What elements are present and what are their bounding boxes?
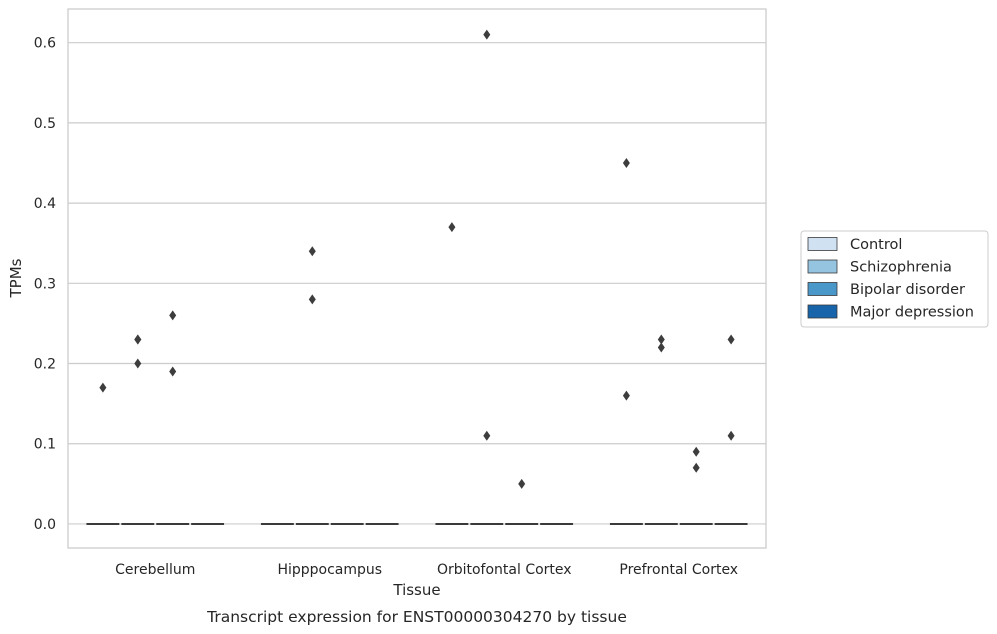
y-tick-label: 0.5: [34, 116, 56, 132]
legend-swatch: [807, 259, 838, 274]
legend-swatch: [807, 237, 838, 251]
legend-frame: [800, 230, 989, 328]
outlier-point: [483, 29, 491, 40]
outlier-point: [483, 430, 491, 441]
outlier-point: [99, 382, 107, 393]
legend-label: Bipolar disorder: [850, 282, 965, 298]
y-axis-label: TPMs: [7, 258, 25, 298]
chart-caption: Transcript expression for ENST0000030427…: [206, 608, 627, 626]
outlier-point: [134, 358, 142, 369]
legend-swatch: [807, 304, 838, 319]
x-tick-label: Orbitofontal Cortex: [437, 562, 572, 578]
outlier-point: [448, 222, 456, 233]
outlier-point: [518, 478, 526, 489]
legend: Control Schizophrenia Bipolar disorder Majo…: [800, 230, 989, 328]
legend-label: Schizophrenia: [850, 260, 952, 276]
legend-swatch: [807, 282, 838, 296]
outlier-point: [169, 366, 177, 377]
y-tick-label: 0.4: [34, 196, 56, 212]
plot-area: [67, 8, 767, 549]
y-tick-label: 0.2: [34, 357, 56, 373]
x-axis-label: Tissue: [392, 581, 440, 599]
y-tick-label: 0.6: [34, 36, 56, 52]
outlier-point: [308, 246, 316, 257]
outlier-point: [727, 430, 735, 441]
outlier-points: [99, 29, 735, 489]
outlier-point: [657, 334, 665, 345]
legend-label: Control: [850, 237, 902, 253]
x-tick-label: Hipppocampus: [277, 562, 382, 578]
y-tick-label: 0.1: [34, 437, 56, 453]
y-tick-label: 0.0: [34, 517, 56, 533]
outlier-point: [169, 310, 177, 321]
gridlines: [68, 42, 766, 525]
x-tick-label: Prefrontal Cortex: [619, 562, 738, 578]
outlier-point: [622, 158, 630, 168]
outlier-point: [692, 446, 700, 457]
outlier-point: [622, 390, 630, 401]
outlier-point: [308, 294, 316, 305]
outlier-point: [657, 342, 665, 353]
y-tick-label: 0.3: [34, 276, 56, 292]
outlier-point: [134, 334, 142, 345]
x-tick-labels: Cerebellum Hipppocampus Orbitofontal Corte…: [115, 562, 738, 578]
y-tick-labels: 0.0 0.1 0.2 0.3 0.4 0.5 0.6: [34, 36, 56, 533]
x-tick-label: Cerebellum: [115, 562, 195, 578]
outlier-point: [727, 334, 735, 345]
legend-label: Major depression: [850, 305, 974, 321]
outlier-point: [692, 462, 700, 473]
